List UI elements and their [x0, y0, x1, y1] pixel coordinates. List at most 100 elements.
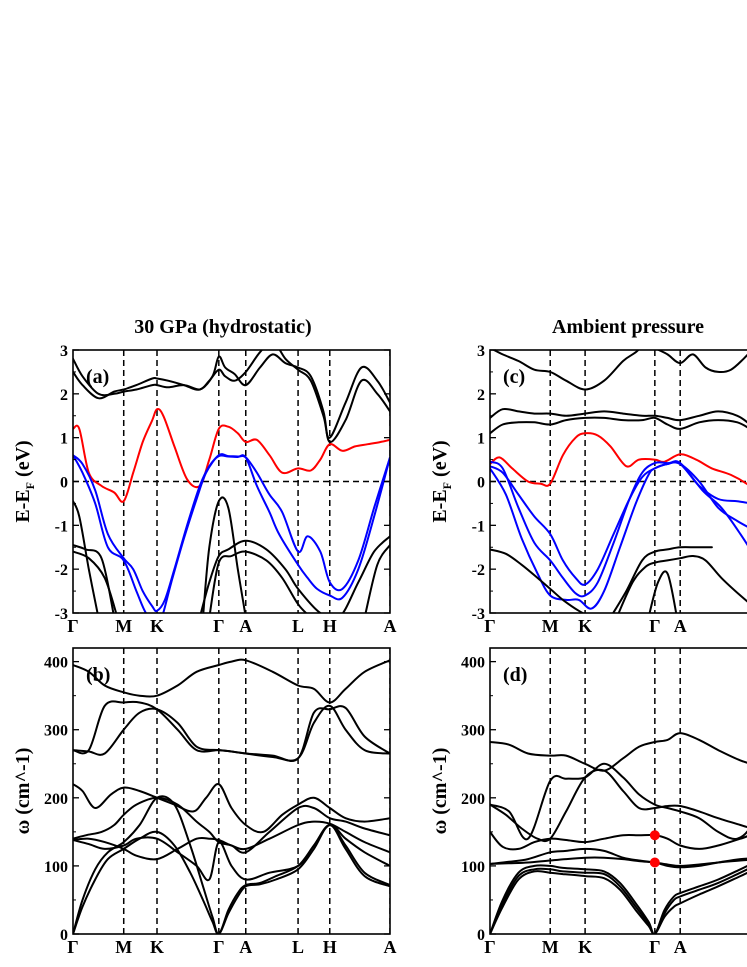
series-group [73, 350, 390, 613]
band-black-series-10 [208, 550, 308, 613]
x-tick-label: A [384, 616, 397, 636]
y-tick-label: 1 [60, 431, 68, 448]
y-axis-label: E-EF (eV) [429, 440, 454, 522]
x-tick-label: Γ [213, 616, 224, 636]
band-black-series-5 [490, 856, 747, 867]
x-tick-label: A [239, 616, 252, 636]
band-blue-series-2 [73, 453, 390, 613]
band-black-series-4 [73, 796, 390, 854]
band-black-series-8 [73, 824, 390, 934]
band-black-series-7 [73, 795, 390, 934]
band-black-series-2 [73, 705, 390, 763]
band-blue-series-3 [490, 460, 747, 610]
x-tick-label: M [542, 937, 559, 957]
y-tick-label: 2 [477, 387, 485, 404]
x-tick-label: A [384, 937, 397, 957]
band-blue-series-2 [490, 460, 747, 598]
y-tick-label: 0 [60, 475, 68, 492]
x-tick-label: H [323, 616, 337, 636]
panel-label: (d) [503, 664, 527, 686]
band-black-series-1 [490, 768, 747, 843]
band-black-series-9 [617, 554, 747, 613]
x-tick-label: Γ [484, 616, 495, 636]
x-tick-label: K [578, 616, 592, 636]
band-black-series-4 [490, 407, 747, 424]
band-black-series-6 [491, 350, 747, 391]
column-title-ambient: Ambient pressure [552, 316, 704, 338]
band-black-series-4 [73, 350, 390, 439]
band-black-series-3 [73, 783, 390, 834]
y-tick-label: 100 [44, 859, 68, 876]
y-tick-label: 3 [477, 343, 485, 360]
x-tick-label: Γ [67, 937, 78, 957]
y-axis-label: ω (cm^-1) [12, 748, 34, 835]
x-tick-label: K [150, 937, 164, 957]
band-black-series-7 [490, 870, 747, 934]
band-red-series-0 [490, 432, 747, 487]
x-tick-label: Γ [213, 937, 224, 957]
panel-label: (b) [86, 664, 110, 686]
y-tick-label: 2 [60, 387, 68, 404]
y-tick-label: 400 [44, 655, 68, 672]
plot-frame [72, 647, 391, 935]
band-black-series-6 [73, 823, 390, 882]
band-black-series-3 [490, 830, 747, 851]
y-tick-label: 300 [461, 723, 485, 740]
y-tick-label: 400 [461, 655, 485, 672]
band-black-series-8 [490, 864, 747, 934]
y-tick-label: -3 [472, 606, 485, 623]
x-tick-label: M [115, 937, 132, 957]
y-tick-label: 1 [477, 431, 485, 448]
band-red-series-0 [73, 407, 390, 503]
plot-frame [489, 647, 747, 935]
x-tick-label: M [542, 616, 559, 636]
band-blue-series-1 [490, 461, 747, 586]
x-tick-label: Γ [67, 616, 78, 636]
band-black-series-0 [490, 732, 747, 772]
series-group [490, 350, 747, 613]
y-tick-label: -1 [472, 518, 485, 535]
band-black-series-7 [73, 550, 118, 613]
phonon-marker-1 [649, 857, 660, 868]
y-tick-label: 0 [477, 927, 485, 944]
x-tick-label: M [115, 616, 132, 636]
y-tick-label: 300 [44, 723, 68, 740]
x-tick-label: A [674, 937, 687, 957]
x-tick-label: Γ [484, 937, 495, 957]
phonon-marker-0 [649, 830, 660, 841]
band-black-series-2 [490, 762, 747, 841]
band-black-series-7 [490, 548, 585, 613]
band-black-series-6 [490, 867, 747, 934]
band-black-series-8 [612, 546, 713, 613]
panel-label: (a) [86, 366, 109, 388]
x-tick-label: Γ [649, 616, 660, 636]
series-group [490, 732, 747, 934]
x-tick-label: L [292, 616, 304, 636]
band-black-series-6 [73, 544, 115, 613]
y-tick-label: 200 [44, 791, 68, 808]
x-tick-label: A [239, 937, 252, 957]
y-axis-label: E-EF (eV) [12, 440, 37, 522]
y-tick-label: 0 [477, 475, 485, 492]
x-tick-label: L [292, 937, 304, 957]
band-black-series-0 [73, 658, 390, 704]
y-axis-label: ω (cm^-1) [429, 748, 451, 835]
y-tick-label: 3 [60, 343, 68, 360]
x-tick-label: Γ [649, 937, 660, 957]
y-tick-label: -3 [55, 606, 68, 623]
band-black-series-5 [490, 416, 747, 435]
series-group [73, 658, 390, 934]
band-black-series-5 [73, 500, 99, 613]
y-tick-label: 0 [60, 927, 68, 944]
band-black-series-9 [199, 535, 390, 613]
x-tick-label: K [150, 616, 164, 636]
y-tick-label: -2 [472, 562, 485, 579]
y-tick-label: -2 [55, 562, 68, 579]
band-black-series-10 [648, 570, 678, 613]
